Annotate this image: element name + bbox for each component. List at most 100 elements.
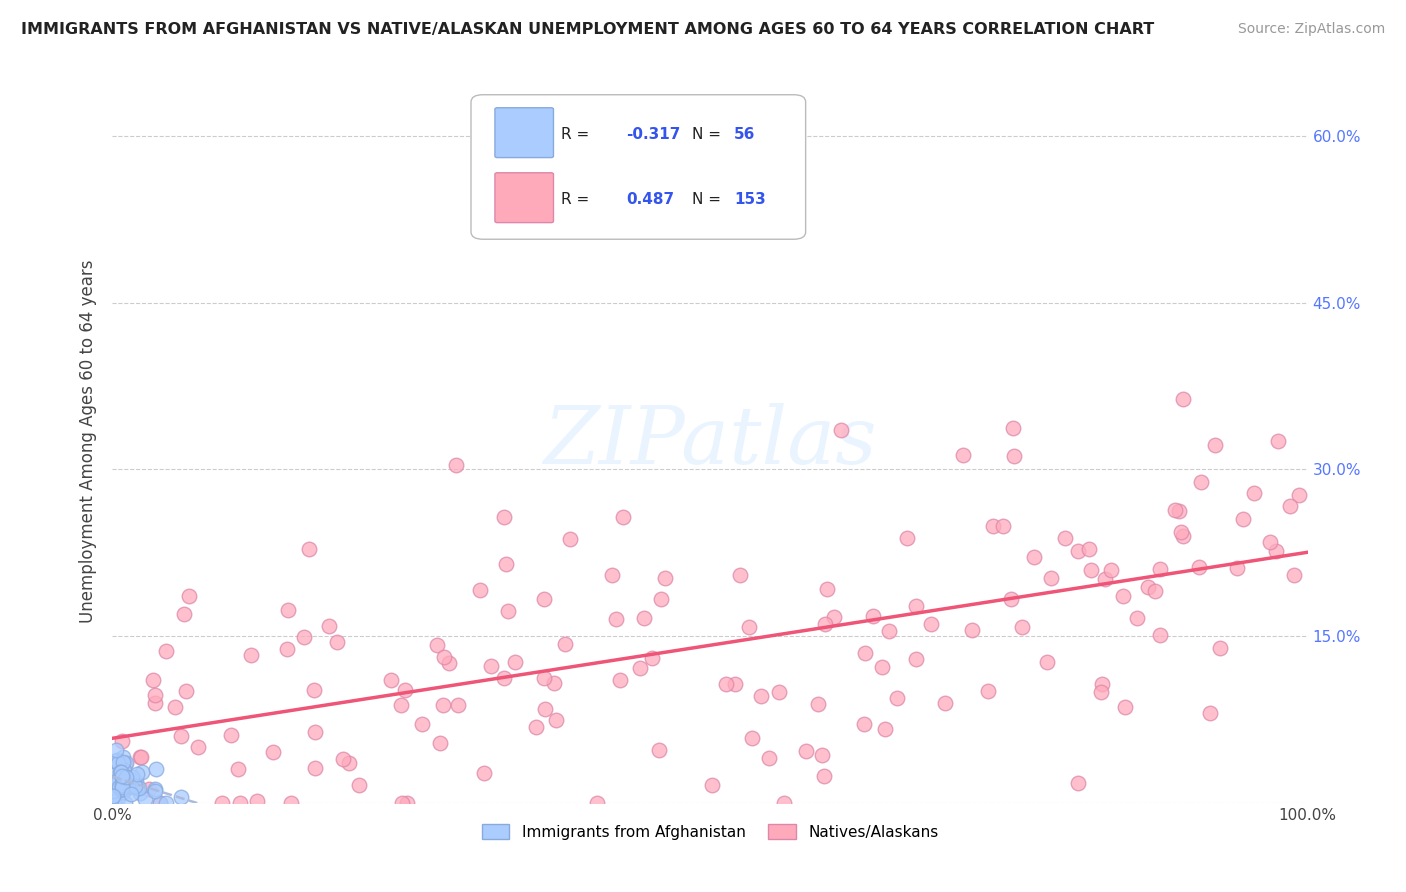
Point (337, 756, 360, 770)
Point (1091, 677, 1114, 691)
Point (124, 775, 146, 789)
Point (389, 698, 412, 713)
Text: 0.487: 0.487 (627, 192, 675, 207)
Point (1036, 655, 1059, 669)
Point (886, 690, 908, 705)
Text: -0.317: -0.317 (627, 127, 681, 142)
Point (813, 769, 835, 783)
FancyBboxPatch shape (495, 108, 554, 158)
Point (103, 796, 125, 810)
Point (991, 518, 1014, 533)
Point (853, 717, 876, 731)
Point (114, 768, 136, 782)
Point (558, 532, 581, 546)
Point (1204, 438, 1226, 452)
Point (1149, 628, 1171, 642)
Point (811, 747, 834, 762)
Point (650, 591, 672, 606)
Point (117, 780, 139, 794)
Point (728, 568, 751, 582)
Point (447, 698, 470, 712)
Point (104, 754, 127, 768)
Point (983, 519, 1005, 533)
Point (112, 755, 135, 769)
Point (108, 780, 131, 795)
Point (114, 776, 136, 790)
Text: 153: 153 (734, 192, 766, 207)
Point (105, 743, 128, 757)
Point (1278, 500, 1301, 514)
Point (1099, 563, 1122, 577)
Point (134, 792, 156, 806)
Point (211, 796, 233, 810)
Point (121, 772, 143, 787)
Point (879, 624, 901, 639)
Point (395, 796, 418, 810)
Point (612, 509, 634, 524)
Point (905, 599, 928, 613)
Point (977, 683, 1000, 698)
Point (1199, 706, 1222, 721)
Point (143, 784, 166, 798)
Point (142, 673, 165, 688)
Point (155, 796, 177, 810)
Point (724, 677, 747, 691)
Point (1282, 568, 1305, 582)
Point (149, 796, 172, 810)
Text: R =: R = (561, 127, 593, 142)
Point (114, 770, 136, 784)
Point (433, 650, 456, 665)
Point (741, 731, 763, 746)
Point (524, 720, 547, 734)
Point (110, 778, 132, 792)
Point (1164, 503, 1187, 517)
Point (262, 745, 284, 759)
Point (494, 510, 516, 524)
Point (905, 651, 928, 665)
Point (853, 646, 876, 660)
Point (380, 673, 402, 687)
Point (1188, 559, 1211, 574)
Point (1149, 562, 1171, 576)
Point (533, 701, 555, 715)
Point (347, 778, 370, 792)
Point (145, 762, 167, 776)
Point (1002, 449, 1025, 463)
Point (952, 448, 974, 462)
Point (101, 789, 124, 804)
Point (444, 458, 467, 472)
Point (1000, 592, 1022, 607)
Point (1077, 541, 1099, 556)
Point (111, 734, 134, 748)
Text: ZIPatlas: ZIPatlas (543, 403, 877, 480)
Text: 56: 56 (734, 127, 755, 142)
Point (239, 648, 262, 662)
Point (280, 796, 302, 810)
Point (105, 754, 128, 768)
Point (1170, 524, 1192, 539)
Point (544, 713, 567, 727)
Point (187, 740, 209, 755)
FancyBboxPatch shape (471, 95, 806, 239)
Point (1189, 475, 1212, 490)
Point (1232, 512, 1254, 526)
Text: IMMIGRANTS FROM AFGHANISTAN VS NATIVE/ALASKAN UNEMPLOYMENT AMONG AGES 60 TO 64 Y: IMMIGRANTS FROM AFGHANISTAN VS NATIVE/AL… (21, 22, 1154, 37)
Point (326, 635, 349, 649)
Point (174, 683, 197, 698)
Point (432, 698, 454, 713)
Point (298, 541, 321, 556)
Point (115, 772, 138, 786)
Point (714, 677, 737, 691)
Point (1040, 571, 1063, 585)
Point (411, 717, 433, 731)
Point (533, 671, 555, 685)
Point (585, 796, 607, 810)
Point (229, 796, 252, 810)
Point (1001, 421, 1024, 435)
Point (648, 743, 671, 757)
Point (1090, 685, 1112, 699)
Point (554, 637, 576, 651)
Point (111, 780, 134, 794)
Point (1264, 544, 1286, 558)
Point (103, 768, 125, 782)
